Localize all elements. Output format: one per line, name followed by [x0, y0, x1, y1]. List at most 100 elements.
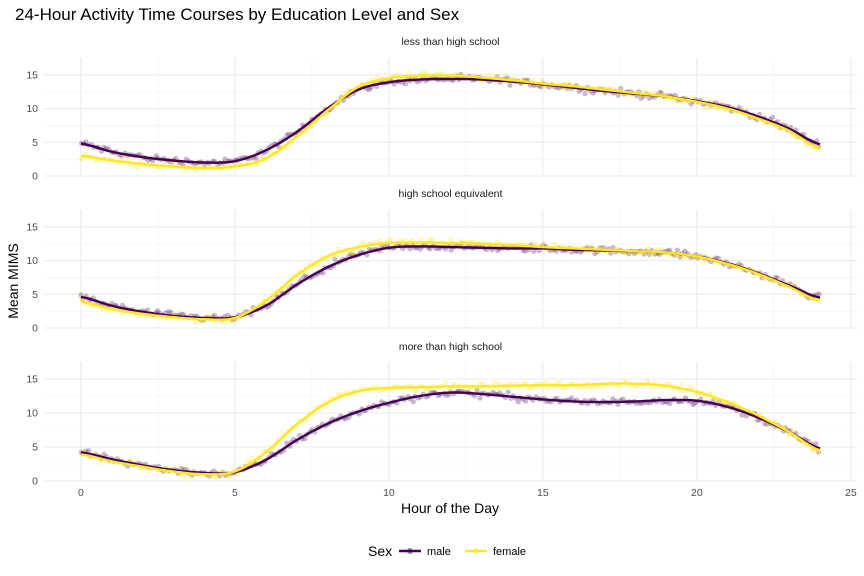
data-point [245, 458, 252, 464]
panel-1: high school equivalent 0 5 10 15 [26, 188, 857, 335]
data-point [679, 381, 685, 387]
data-point [137, 313, 143, 320]
data-point [586, 384, 593, 390]
smooth-line-female [80, 241, 821, 321]
data-point [587, 243, 593, 250]
data-point [813, 441, 819, 447]
data-point [543, 379, 550, 385]
data-point [626, 251, 632, 257]
data-point [448, 247, 454, 253]
data-point [688, 101, 694, 107]
x-tick-label: 5 [232, 487, 238, 499]
y-tick-label: 0 [32, 476, 38, 488]
data-point [345, 249, 351, 256]
data-point [558, 385, 564, 391]
chart-title: 24-Hour Activity Time Courses by Educati… [15, 5, 460, 24]
data-point [410, 399, 416, 405]
data-point [568, 395, 575, 401]
data-point [222, 156, 228, 162]
panel-2: more than high school 0 5 10 15 [26, 341, 857, 488]
data-point [618, 85, 624, 92]
data-point [370, 245, 377, 251]
data-point [332, 253, 339, 259]
data-point [576, 88, 582, 94]
data-point [232, 318, 238, 324]
data-point [598, 383, 604, 390]
data-point [590, 90, 596, 96]
data-point [317, 260, 324, 267]
data-point [503, 73, 509, 79]
facet-label: high school equivalent [399, 188, 503, 200]
data-point [582, 384, 588, 391]
y-tick-label: 5 [32, 442, 38, 454]
y-tick-label: 15 [26, 374, 38, 386]
data-point [739, 412, 745, 418]
points-male [78, 387, 822, 479]
data-point [119, 302, 126, 308]
data-point [621, 378, 627, 384]
data-point [474, 387, 480, 393]
y-tick-label: 0 [32, 171, 38, 183]
points-male [78, 241, 822, 323]
data-point [644, 378, 650, 384]
data-point [120, 311, 126, 317]
legend-item-male: male [399, 546, 451, 558]
data-point [592, 251, 598, 257]
data-point [335, 246, 341, 252]
data-point [551, 241, 557, 247]
data-point [646, 245, 652, 252]
data-point [412, 387, 418, 393]
y-tick-label: 0 [32, 323, 38, 335]
data-point [168, 309, 174, 316]
data-point [496, 380, 503, 387]
data-point [350, 249, 356, 255]
data-point [649, 252, 655, 258]
data-point [507, 82, 513, 88]
minor-grid [44, 58, 857, 176]
data-point [127, 457, 133, 463]
legend: Sex male female [368, 543, 526, 559]
legend-label: male [427, 546, 451, 558]
data-point [127, 156, 133, 162]
data-point [708, 105, 714, 111]
major-grid [44, 210, 857, 329]
data-point [166, 308, 172, 315]
data-point [135, 165, 141, 171]
data-point [428, 236, 434, 242]
data-point [155, 308, 161, 314]
data-point [659, 246, 665, 253]
major-grid [44, 362, 857, 482]
x-tick-label: 10 [383, 487, 395, 499]
data-point [522, 248, 529, 254]
data-point [523, 380, 529, 386]
data-point [397, 237, 403, 243]
data-point [211, 312, 218, 318]
data-point [417, 246, 423, 252]
data-point [688, 384, 694, 391]
data-point [214, 475, 220, 481]
data-point [181, 474, 187, 480]
smooth-line-male [80, 391, 821, 475]
y-tick-label: 10 [26, 103, 38, 115]
data-point [808, 447, 815, 453]
data-point [227, 473, 233, 480]
data-point [225, 312, 231, 318]
legend-item-female: female [465, 546, 526, 558]
data-point [531, 248, 537, 254]
data-point [178, 472, 184, 478]
smooth-line-female [80, 382, 821, 476]
data-point [567, 80, 573, 86]
data-point [666, 247, 673, 253]
data-point [561, 386, 568, 392]
data-point [674, 98, 680, 105]
smooth-line-female [80, 74, 821, 170]
data-point [539, 77, 545, 83]
data-point [505, 389, 511, 395]
data-point [576, 384, 583, 391]
data-point [211, 474, 217, 480]
data-point [101, 451, 107, 457]
data-point [667, 400, 673, 407]
data-point [623, 251, 629, 257]
facet-label: less than high school [401, 36, 499, 48]
data-point [374, 74, 380, 80]
